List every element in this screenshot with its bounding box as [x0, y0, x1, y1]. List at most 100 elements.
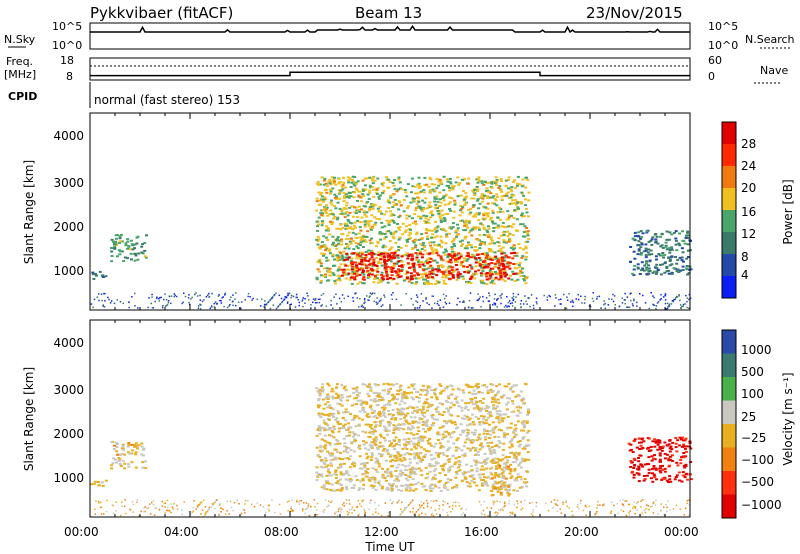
heatmap-cell	[449, 272, 453, 275]
ground-scatter-cell	[181, 302, 183, 305]
heatmap-cell	[474, 453, 478, 456]
heatmap-cell	[317, 414, 321, 417]
heatmap-cell	[323, 439, 327, 442]
ground-scatter-cell	[684, 507, 687, 509]
heatmap-cell	[478, 239, 482, 242]
heatmap-cell	[335, 383, 339, 386]
heatmap-cell	[482, 476, 486, 479]
heatmap-cell	[497, 463, 501, 466]
ground-scatter-cell	[188, 301, 190, 304]
heatmap-cell	[408, 253, 412, 256]
heatmap-cell	[377, 281, 381, 284]
ground-scatter-cell	[630, 292, 632, 294]
heatmap-cell	[460, 399, 464, 402]
heatmap-cell	[484, 463, 487, 466]
heatmap-cell	[372, 258, 376, 261]
heatmap-cell	[503, 433, 507, 436]
heatmap-cell	[325, 488, 329, 491]
heatmap-cell	[358, 281, 362, 284]
heatmap-cell	[458, 240, 462, 243]
ground-scatter-cell	[267, 301, 269, 304]
heatmap-cell	[319, 212, 323, 215]
heatmap-cell	[464, 195, 468, 198]
heatmap-cell	[493, 480, 497, 483]
heatmap-cell	[404, 273, 408, 276]
heatmap-cell	[135, 242, 139, 245]
heatmap-cell	[342, 268, 346, 271]
ground-scatter-cell	[310, 307, 312, 309]
heatmap-cell	[361, 270, 365, 272]
heatmap-cell	[407, 280, 411, 283]
heatmap-cell	[334, 282, 337, 285]
heatmap-cell	[508, 267, 512, 270]
heatmap-cell	[527, 412, 531, 414]
heatmap-cell	[375, 417, 379, 420]
heatmap-cell	[441, 467, 445, 470]
heatmap-cell	[112, 448, 116, 450]
heatmap-cell	[395, 428, 399, 431]
heatmap-cell	[636, 234, 640, 237]
heatmap-cell	[360, 404, 364, 406]
ground-scatter-cell	[428, 303, 430, 306]
heatmap-cell	[126, 445, 130, 448]
ground-scatter-cell	[240, 301, 243, 303]
heatmap-cell	[486, 266, 490, 269]
heatmap-cell	[417, 261, 420, 264]
heatmap-cell	[494, 272, 498, 275]
heatmap-cell	[507, 196, 511, 199]
ground-scatter-cell	[287, 292, 289, 294]
heatmap-cell	[365, 221, 369, 224]
heatmap-cell	[490, 271, 494, 274]
ground-scatter-cell	[272, 304, 274, 306]
heatmap-cell	[484, 438, 487, 441]
heatmap-cell	[490, 259, 494, 261]
heatmap-cell	[395, 459, 399, 462]
heatmap-cell	[430, 396, 434, 399]
ground-scatter-cell	[477, 299, 479, 301]
heatmap-cell	[419, 388, 423, 391]
heatmap-cell	[340, 384, 344, 387]
heatmap-cell	[383, 237, 387, 240]
heatmap-cell	[514, 395, 518, 398]
heatmap-cell	[463, 270, 467, 273]
heatmap-cell	[346, 264, 350, 267]
heatmap-cell	[462, 473, 466, 476]
heatmap-cell	[520, 400, 524, 403]
heatmap-cell	[362, 195, 366, 197]
heatmap-cell	[466, 251, 470, 254]
heatmap-cell	[490, 250, 494, 253]
heatmap-cell	[369, 205, 373, 208]
heatmap-cell	[469, 440, 473, 443]
heatmap-cell	[520, 271, 524, 274]
ground-scatter-cell	[439, 299, 442, 301]
heatmap-cell	[390, 485, 394, 488]
heatmap-cell	[413, 467, 417, 470]
heatmap-cell	[394, 262, 398, 265]
heatmap-cell	[380, 399, 384, 401]
heatmap-cell	[418, 459, 422, 462]
heatmap-cell	[479, 196, 483, 199]
heatmap-cell	[506, 218, 510, 221]
heatmap-cell	[434, 206, 438, 209]
heatmap-cell	[336, 480, 340, 483]
heatmap-cell	[347, 231, 351, 234]
heatmap-cell	[650, 455, 654, 458]
heatmap-cell	[395, 478, 399, 480]
heatmap-cell	[328, 441, 332, 444]
heatmap-cell	[682, 452, 686, 454]
ground-scatter-cell	[151, 296, 153, 298]
heatmap-cell	[514, 455, 518, 458]
heatmap-cell	[511, 400, 514, 403]
heatmap-cell	[648, 253, 651, 256]
heatmap-cell	[487, 233, 491, 236]
heatmap-cell	[325, 482, 329, 485]
heatmap-cell	[401, 222, 405, 225]
power-cbar-label: Power [dB]	[781, 179, 795, 244]
ground-scatter-cell	[199, 504, 201, 506]
heatmap-cell	[668, 464, 671, 467]
heatmap-cell	[315, 387, 319, 390]
heatmap-cell	[489, 388, 493, 391]
ground-scatter-cell	[493, 298, 496, 300]
heatmap-cell	[439, 385, 443, 387]
heatmap-cell	[500, 429, 503, 432]
